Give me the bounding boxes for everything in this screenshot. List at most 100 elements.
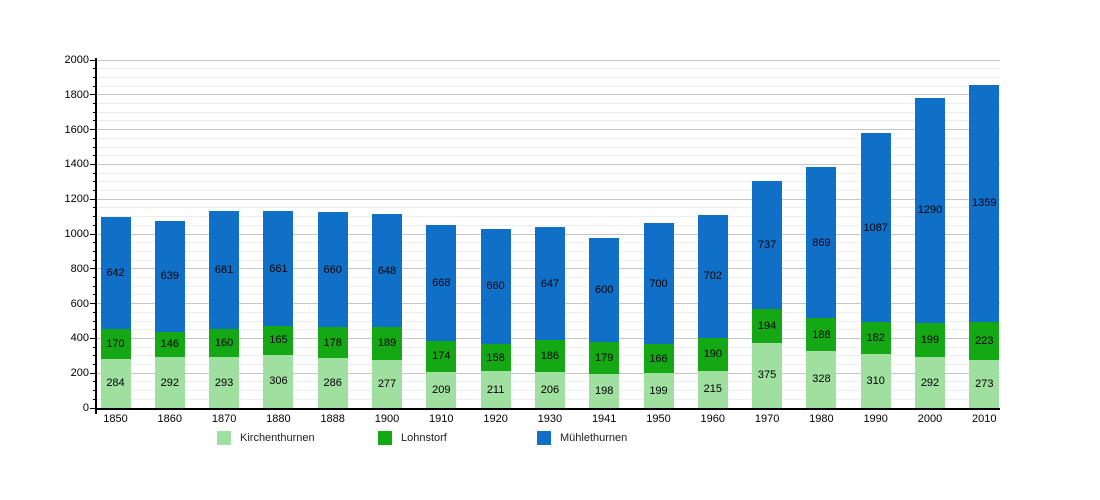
gridline-minor (97, 68, 1000, 70)
bar-segment-mühlethurnen (209, 210, 240, 330)
bar-segment-mühlethurnen (534, 227, 565, 340)
bar-value-label: 1087 (863, 221, 888, 234)
y-axis-major-tick (90, 163, 97, 165)
bar-value-label: 284 (106, 377, 125, 390)
bar-value-label: 194 (757, 319, 777, 332)
bar-segment-kirchenthurnen (860, 354, 891, 408)
bar-value-label: 189 (377, 337, 397, 350)
bar-segment-kirchenthurnen (534, 372, 565, 408)
bar-segment-lohnstorf (480, 343, 511, 372)
legend-item-lohnstorf: Lohnstorf (378, 430, 447, 446)
gridline-major (97, 198, 1000, 200)
bar-value-label: 277 (377, 377, 397, 390)
bar-value-label: 292 (160, 376, 179, 389)
bar-segment-mühlethurnen (643, 222, 674, 345)
bar-segment-mühlethurnen (480, 228, 511, 344)
bar-value-label: 199 (920, 333, 940, 346)
legend-swatch-kirchenthurnen (217, 431, 231, 445)
bar-value-label: 211 (486, 383, 505, 396)
y-axis-tick-label: 1400 (64, 158, 89, 171)
y-axis-major-tick (90, 407, 97, 409)
gridline-major (97, 94, 1000, 96)
bar-segment-mühlethurnen (860, 133, 891, 323)
x-axis-tick-label: 1970 (754, 413, 780, 425)
legend-label-kirchenthurnen: Kirchenthurnen (240, 432, 315, 444)
bar-value-label: 190 (703, 348, 722, 361)
x-axis-tick-label: 1880 (266, 413, 291, 425)
y-axis-tick-label: 200 (70, 367, 89, 380)
y-axis-major-tick (90, 372, 97, 374)
bar-segment-kirchenthurnen (643, 373, 674, 408)
y-axis-tick-label: 2000 (64, 54, 89, 66)
bar-segment-lohnstorf (806, 318, 837, 351)
bar-segment-kirchenthurnen (263, 354, 294, 408)
x-axis-line (95, 408, 1000, 410)
bar-segment-lohnstorf (752, 308, 783, 343)
y-axis-major-tick (90, 198, 97, 200)
gridline-minor (97, 103, 1000, 104)
bar-value-label: 660 (486, 280, 505, 293)
bar-segment-mühlethurnen (263, 211, 294, 327)
gridline-major (97, 59, 1000, 61)
bar-segment-lohnstorf (969, 321, 1000, 361)
bar-value-label: 647 (540, 277, 560, 290)
bar-value-label: 1290 (917, 204, 943, 217)
legend-swatch-lohnstorf (378, 431, 392, 445)
bar-value-label: 146 (160, 338, 179, 351)
bar-value-label: 681 (214, 263, 234, 276)
gridline-minor (97, 76, 1000, 78)
y-axis-major-tick (90, 59, 97, 61)
gridline-minor (97, 146, 1000, 148)
y-axis-major-tick (90, 337, 97, 339)
x-axis-tick-label: 1920 (483, 413, 508, 425)
bar-value-label: 186 (540, 349, 560, 362)
bar-value-label: 174 (432, 350, 451, 363)
bar-segment-kirchenthurnen (480, 371, 511, 408)
x-axis-tick-label: 1910 (429, 413, 454, 425)
gridline-minor (97, 137, 1000, 139)
bar-segment-mühlethurnen (154, 220, 185, 332)
bar-segment-lohnstorf (426, 341, 457, 372)
bar-segment-mühlethurnen (969, 85, 1000, 322)
gridline-minor (97, 216, 1000, 218)
bar-segment-mühlethurnen (317, 212, 348, 328)
gridline-minor (97, 190, 1000, 191)
gridline-minor (97, 120, 1000, 122)
x-axis-tick-label: 1930 (537, 413, 563, 425)
bar-value-label: 375 (757, 369, 777, 382)
bar-value-label: 209 (432, 383, 451, 396)
y-axis-major-tick (90, 94, 97, 96)
bar-segment-lohnstorf (534, 339, 565, 373)
bar-value-label: 293 (214, 376, 234, 389)
bar-value-label: 178 (323, 336, 342, 349)
gridline-major (97, 163, 1000, 165)
gridline-minor (97, 85, 1000, 87)
bar-segment-lohnstorf (209, 329, 240, 357)
y-axis-tick-label: 600 (70, 297, 89, 310)
bar-value-label: 166 (649, 352, 668, 365)
gridline-minor (97, 111, 1000, 113)
legend-item-muehlethurnen: Mühlethurnen (537, 430, 627, 446)
y-axis-major-tick (90, 268, 97, 270)
bar-segment-mühlethurnen (372, 214, 402, 327)
bar-segment-lohnstorf (915, 322, 945, 358)
bar-segment-lohnstorf (589, 342, 620, 374)
y-axis-tick-label: 400 (70, 332, 89, 345)
bar-segment-kirchenthurnen (209, 357, 240, 408)
bar-value-label: 182 (866, 332, 885, 345)
bar-segment-kirchenthurnen (589, 373, 620, 408)
bar-value-label: 158 (486, 351, 505, 364)
bar-segment-lohnstorf (372, 326, 402, 360)
bar-value-label: 223 (975, 335, 994, 348)
bar-segment-lohnstorf (154, 331, 185, 358)
bar-value-label: 639 (160, 270, 179, 283)
legend-item-kirchenthurnen: Kirchenthurnen (217, 430, 315, 446)
bar-segment-kirchenthurnen (426, 371, 457, 408)
bar-segment-lohnstorf (643, 344, 674, 374)
bar-value-label: 160 (214, 337, 234, 350)
bar-segment-kirchenthurnen (806, 350, 837, 408)
bar-segment-lohnstorf (263, 326, 294, 355)
bar-value-label: 648 (377, 264, 397, 277)
bar-segment-mühlethurnen (915, 98, 945, 323)
